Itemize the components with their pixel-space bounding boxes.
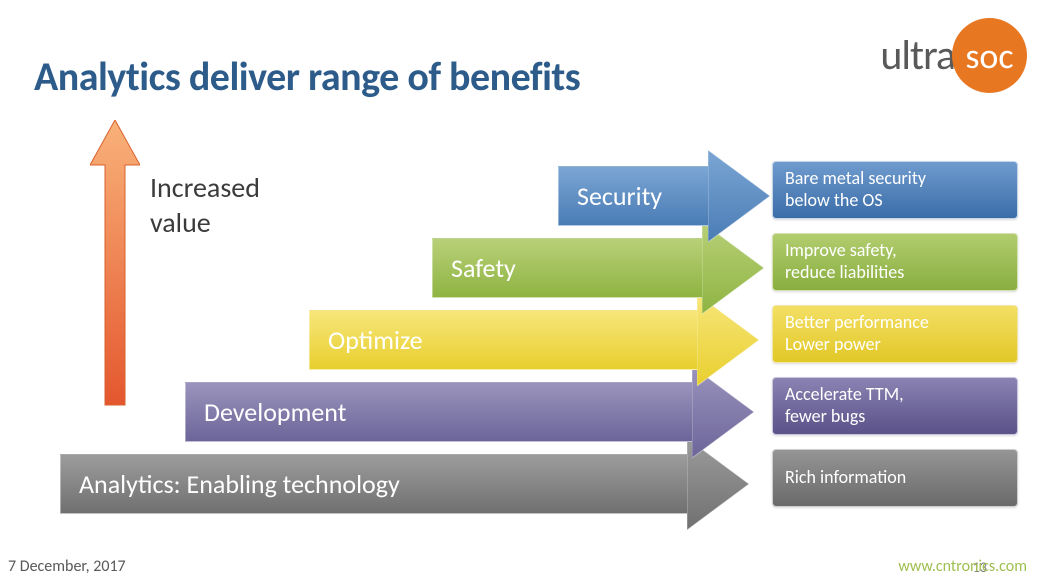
page-title: Analytics deliver range of benefits xyxy=(34,52,580,101)
benefit-line2: reduce liabilities xyxy=(785,262,1005,284)
logo-soc-text: soc xyxy=(965,34,1013,78)
benefit-box: Bare metal securitybelow the OS xyxy=(772,161,1018,219)
benefit-line2: below the OS xyxy=(785,190,1005,212)
benefit-line2: Lower power xyxy=(785,334,1005,356)
step-arrow-label: Safety xyxy=(432,238,702,298)
step-arrow-label: Analytics: Enabling technology xyxy=(60,454,687,514)
benefit-line1: Better performance xyxy=(785,312,1005,334)
benefit-box: Better performanceLower power xyxy=(772,305,1018,363)
benefit-line2: fewer bugs xyxy=(785,406,1005,428)
step-arrow-label: Optimize xyxy=(309,310,697,370)
benefit-line1: Accelerate TTM, xyxy=(785,384,1005,406)
value-arrow-label: Increased value xyxy=(150,170,260,240)
footer-url: www.cntronics.com xyxy=(898,557,1027,576)
benefit-line1: Improve safety, xyxy=(785,240,1005,262)
arrowhead-icon xyxy=(708,150,770,242)
benefit-box: Accelerate TTM,fewer bugs xyxy=(772,377,1018,435)
logo-text: ultra xyxy=(880,30,955,81)
benefit-line1: Rich information xyxy=(785,467,1005,489)
value-label-line1: Increased xyxy=(150,170,260,205)
benefit-box: Improve safety,reduce liabilities xyxy=(772,233,1018,291)
step-arrow-label: Development xyxy=(185,382,692,442)
logo: ultra soc xyxy=(880,18,1027,93)
value-label-line2: value xyxy=(150,205,260,240)
step-arrow-label: Security xyxy=(558,166,708,226)
benefit-line1: Bare metal security xyxy=(785,168,1005,190)
logo-circle: soc xyxy=(952,18,1027,93)
footer-date: 7 December, 2017 xyxy=(8,557,126,576)
value-arrow xyxy=(90,120,140,415)
up-arrow-icon xyxy=(90,120,140,410)
benefit-box: Rich information xyxy=(772,449,1018,507)
